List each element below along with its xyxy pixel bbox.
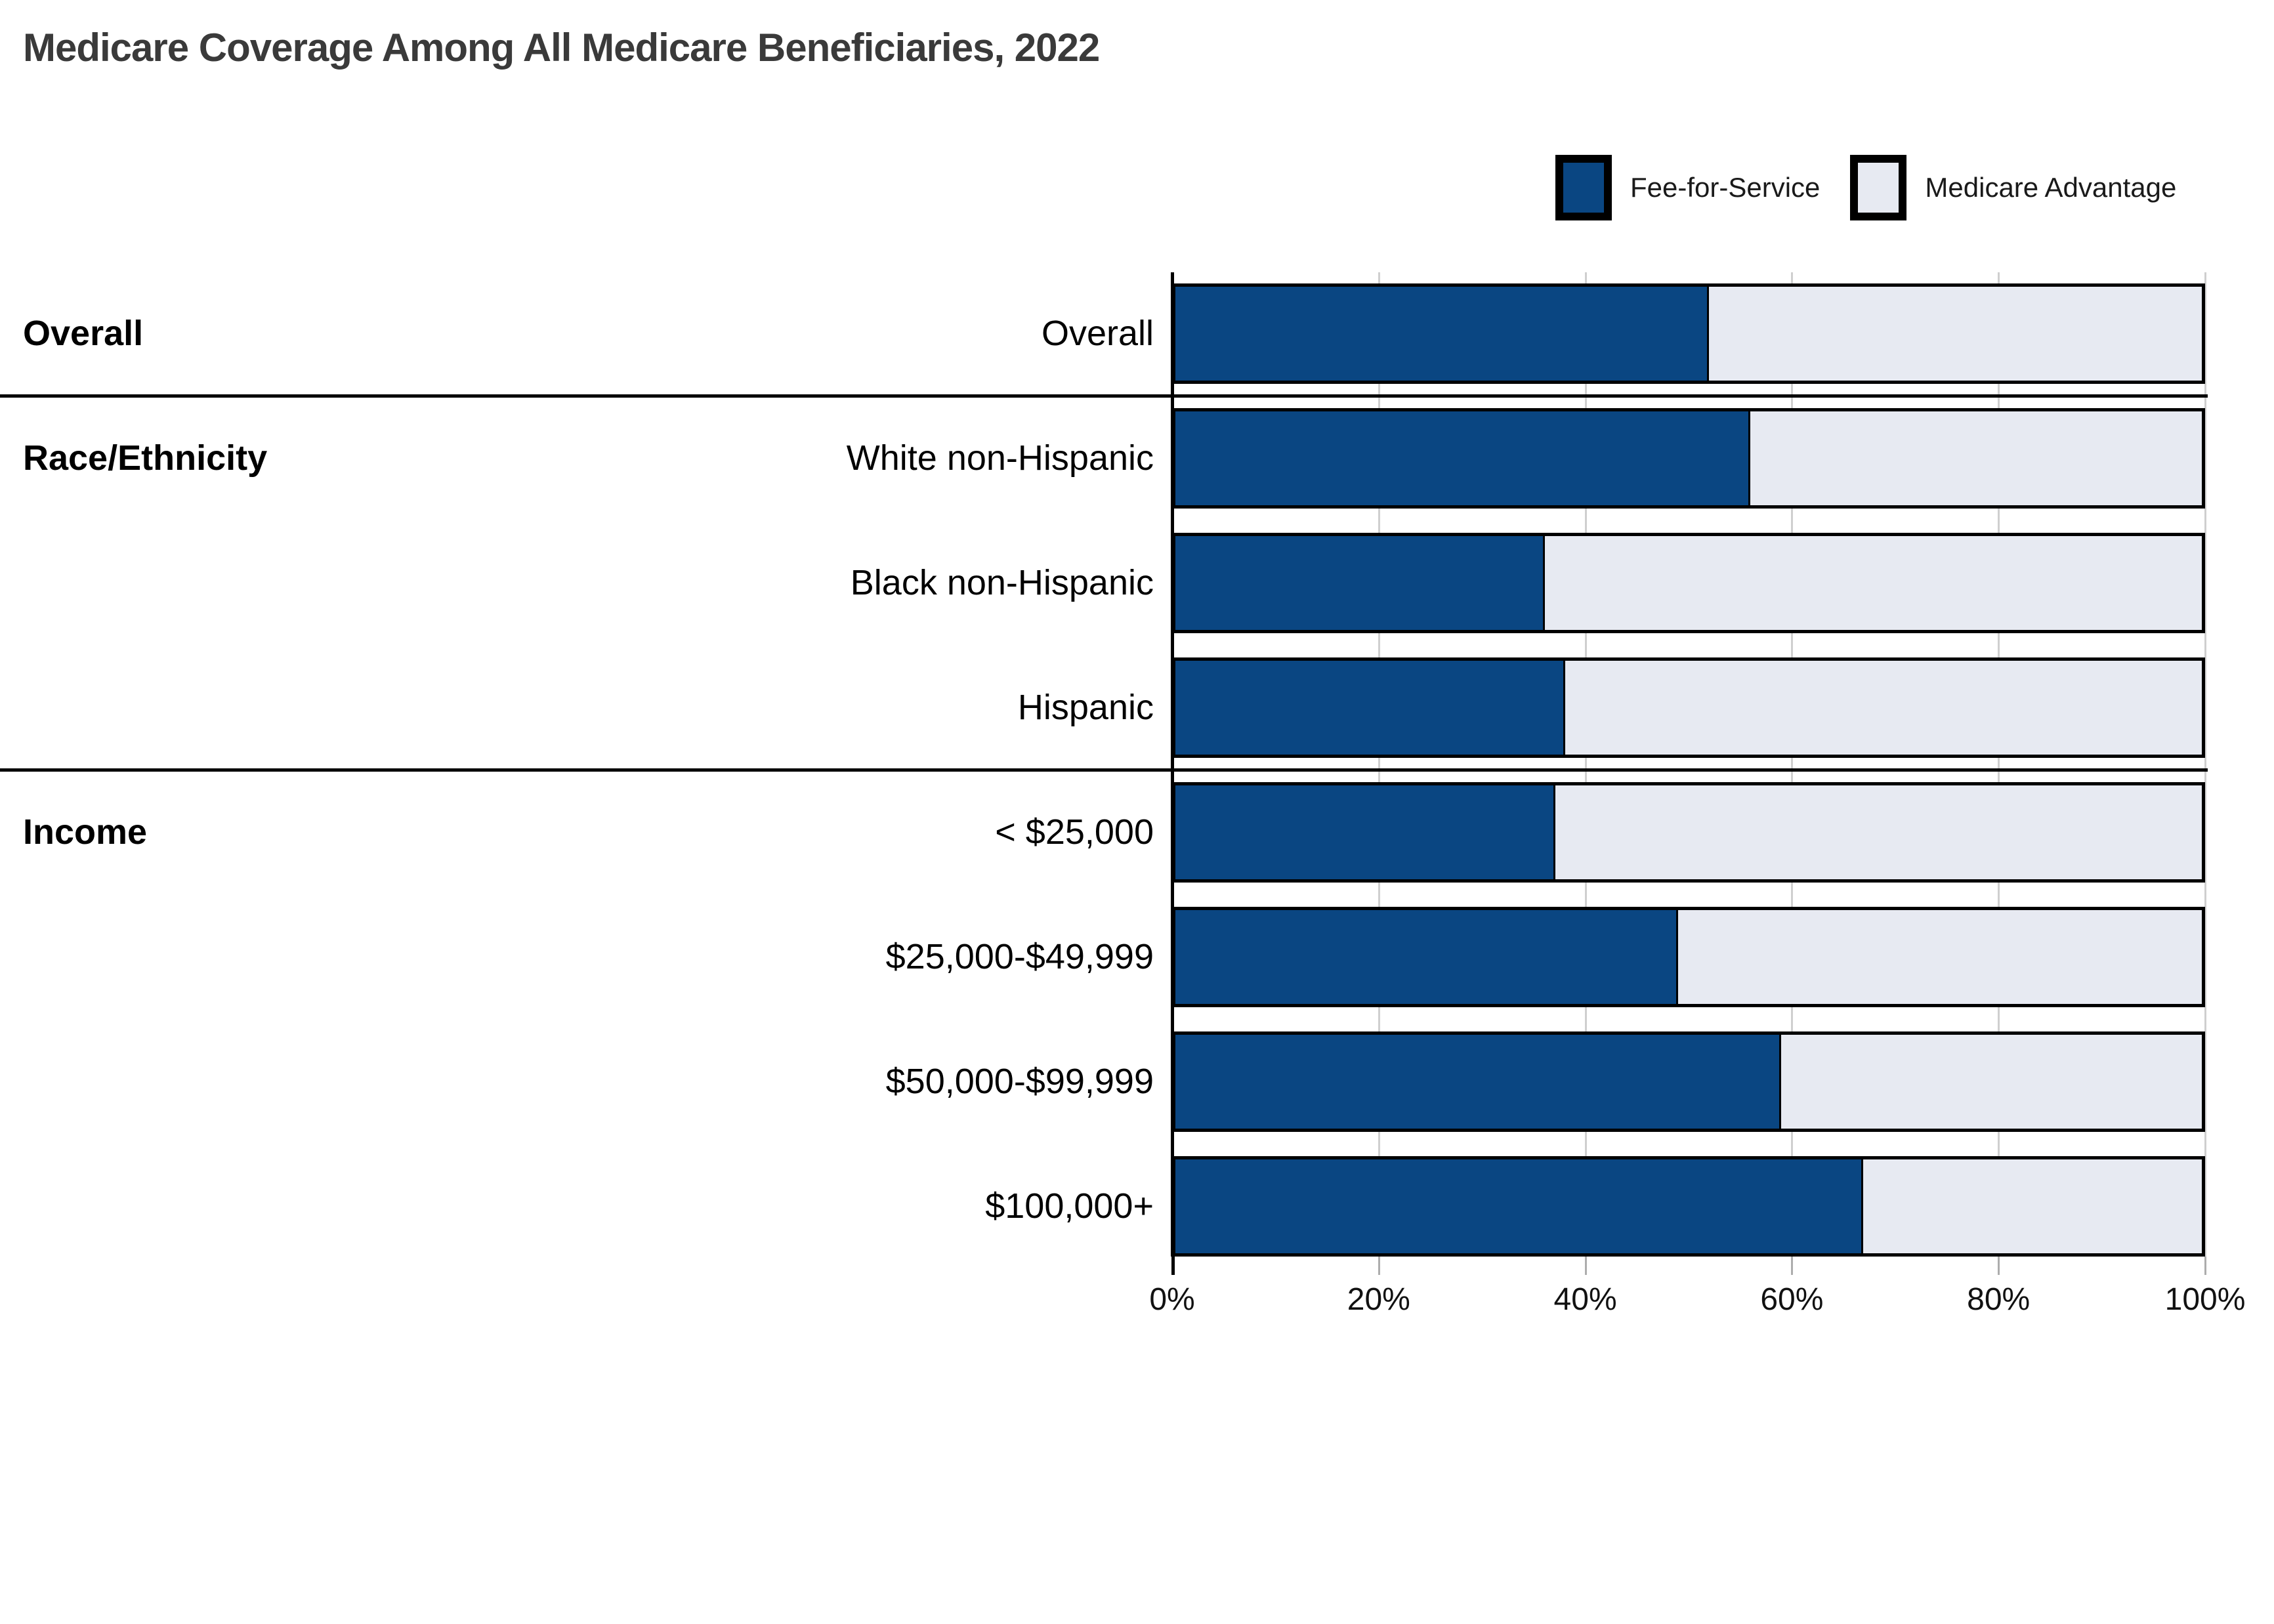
group-label-overall: Overall xyxy=(23,314,144,353)
axis-tick xyxy=(2204,1257,2206,1275)
group-separator xyxy=(0,394,2208,398)
axis-tick xyxy=(1998,1257,2000,1275)
legend-item-fee-for-service: Fee-for-Service xyxy=(1555,155,1820,220)
fee-for-service-segment xyxy=(1175,660,1568,755)
bar-row xyxy=(1172,283,2205,384)
axis-tick xyxy=(1791,1257,1794,1275)
x-tick-label: 60% xyxy=(1760,1282,1824,1317)
x-tick-label: 40% xyxy=(1553,1282,1617,1317)
y-axis-line xyxy=(1171,272,1174,1257)
row-label: Black non-Hispanic xyxy=(850,563,1154,602)
axis-tick xyxy=(1171,1257,1175,1275)
row-label: < $25,000 xyxy=(995,812,1154,852)
medicare-advantage-segment xyxy=(1863,1159,2202,1253)
fee-for-service-segment xyxy=(1175,785,1557,879)
group-label-income: Income xyxy=(23,812,148,852)
group-separator xyxy=(0,768,2208,772)
medicare-advantage-segment xyxy=(1565,660,2202,755)
legend-item-medicare-advantage: Medicare Advantage xyxy=(1850,155,2176,220)
fee-for-service-segment xyxy=(1175,1034,1783,1129)
bar-row xyxy=(1172,1156,2205,1257)
bar-row xyxy=(1172,906,2205,1007)
row-label: $100,000+ xyxy=(985,1186,1154,1226)
medicare-advantage-swatch xyxy=(1850,155,1907,220)
medicare-advantage-segment xyxy=(1678,909,2202,1004)
row-label: $50,000-$99,999 xyxy=(885,1062,1154,1101)
group-label-race-ethnicity: Race/Ethnicity xyxy=(23,438,268,478)
legend-label: Fee-for-Service xyxy=(1630,172,1821,203)
row-label: Hispanic xyxy=(1017,688,1154,727)
bar-row xyxy=(1172,657,2205,758)
row-label: $25,000-$49,999 xyxy=(885,937,1154,976)
gridline xyxy=(1791,272,1794,1257)
gridline xyxy=(1378,272,1380,1257)
axis-tick xyxy=(1378,1257,1380,1275)
fee-for-service-segment xyxy=(1175,909,1681,1004)
fee-for-service-segment xyxy=(1175,286,1712,381)
row-label: Overall xyxy=(1041,314,1154,353)
gridline xyxy=(1998,272,2000,1257)
bar-row xyxy=(1172,407,2205,509)
row-label: White non-Hispanic xyxy=(846,438,1154,478)
fee-for-service-swatch xyxy=(1555,155,1612,220)
fee-for-service-segment xyxy=(1175,411,1752,505)
medicare-advantage-segment xyxy=(1545,535,2202,630)
medicare-advantage-segment xyxy=(1750,411,2202,505)
legend-label: Medicare Advantage xyxy=(1925,172,2177,203)
bar-row xyxy=(1172,781,2205,883)
gridline xyxy=(2204,272,2206,1257)
gridline xyxy=(1584,272,1587,1257)
chart-title: Medicare Coverage Among All Medicare Ben… xyxy=(23,26,1100,70)
bar-row xyxy=(1172,532,2205,633)
x-tick-label: 0% xyxy=(1149,1282,1195,1317)
medicare-advantage-segment xyxy=(1780,1034,2202,1129)
x-tick-label: 80% xyxy=(1967,1282,2031,1317)
axis-tick xyxy=(1584,1257,1587,1275)
x-tick-label: 100% xyxy=(2164,1282,2246,1317)
fee-for-service-segment xyxy=(1175,1159,1865,1253)
bar-row xyxy=(1172,1031,2205,1132)
x-tick-label: 20% xyxy=(1347,1282,1410,1317)
medicare-advantage-segment xyxy=(1555,785,2202,879)
legend: Fee-for-Service Medicare Advantage xyxy=(1555,155,2176,220)
fee-for-service-segment xyxy=(1175,535,1548,630)
medicare-advantage-segment xyxy=(1709,286,2202,381)
